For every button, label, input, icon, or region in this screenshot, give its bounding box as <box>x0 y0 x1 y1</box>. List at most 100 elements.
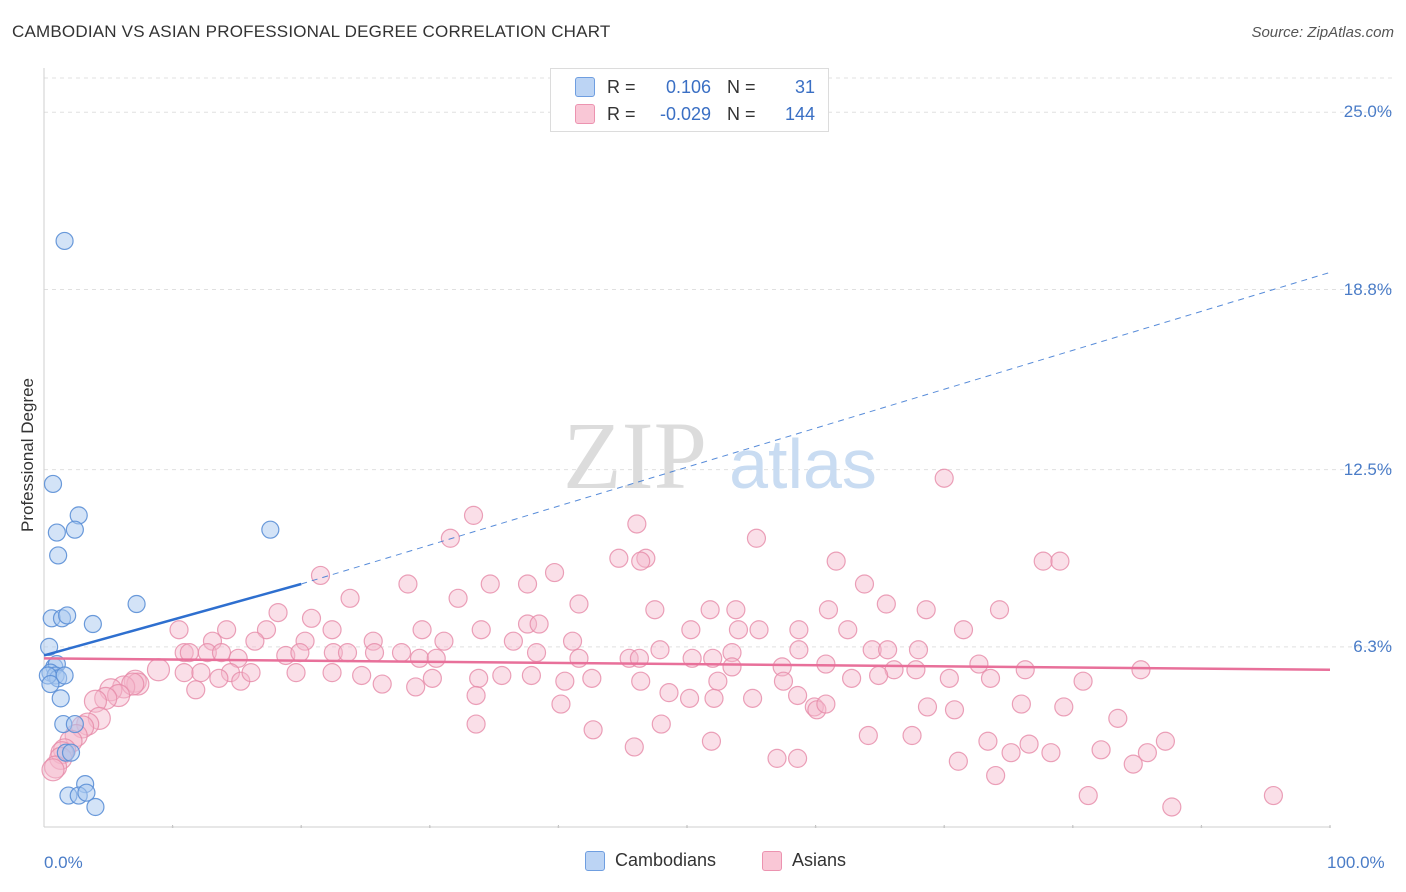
asian-point <box>908 640 929 660</box>
watermark-zip: ZIP <box>563 402 707 509</box>
asian-point <box>624 737 644 757</box>
cambodian-point <box>127 594 146 614</box>
asian-point <box>412 620 432 640</box>
asian-point <box>469 668 489 688</box>
legend-n-value: 31 <box>794 76 815 97</box>
watermark-atlas: atlas <box>729 425 877 503</box>
asian-point <box>742 688 763 708</box>
asian-point <box>902 725 922 746</box>
asian-point <box>529 614 549 634</box>
legend-swatch-blue <box>575 77 595 97</box>
asian-point <box>906 660 926 680</box>
asian-point <box>989 600 1010 620</box>
asian-point <box>1162 797 1182 817</box>
asian-point <box>551 694 571 714</box>
legend-swatch-pink <box>575 104 595 124</box>
asian-point <box>422 668 442 688</box>
asian-point <box>700 600 720 620</box>
cambodian-point <box>61 743 81 762</box>
asian-point <box>746 528 767 548</box>
asian-point <box>651 714 671 734</box>
cambodians-trend-line <box>43 582 302 657</box>
watermark: ZIP atlas <box>563 402 877 509</box>
asian-point <box>174 643 194 663</box>
legend-r-label: R = <box>607 76 636 97</box>
asian-point <box>241 663 261 683</box>
asian-point <box>659 683 679 703</box>
asian-point <box>636 548 656 568</box>
asian-point <box>340 588 360 608</box>
asian-point <box>609 548 629 568</box>
asian-point <box>466 685 486 706</box>
asian-point <box>583 720 603 740</box>
legend-row-asians: R = -0.029 N = 144 <box>575 102 815 126</box>
asian-point <box>1091 740 1111 760</box>
asian-point <box>722 643 742 663</box>
asian-point <box>703 648 723 668</box>
cambodian-point <box>83 614 102 634</box>
asian-point <box>471 620 491 640</box>
asian-point <box>939 668 959 688</box>
asian-point <box>772 657 792 677</box>
cambodian-point <box>65 520 84 539</box>
asian-point <box>749 620 769 640</box>
x-tick-max: 100.0% <box>1327 853 1385 872</box>
cambodian-point <box>65 714 84 734</box>
asian-point <box>787 748 808 768</box>
cambodian-point <box>55 666 74 685</box>
asian-point <box>1033 551 1053 571</box>
asian-point <box>322 663 342 683</box>
asian-point <box>767 748 787 768</box>
asian-point <box>631 551 651 571</box>
asian-point <box>944 700 965 720</box>
asian-point <box>1054 697 1074 717</box>
asian-point <box>211 643 232 663</box>
asian-point <box>1001 743 1021 763</box>
asian-point <box>463 505 484 525</box>
asian-point <box>631 671 651 691</box>
asian-point <box>337 643 358 663</box>
cambodian-point <box>49 546 68 565</box>
asian-point <box>1050 551 1070 571</box>
chart-title: CAMBODIAN VS ASIAN PROFESSIONAL DEGREE C… <box>12 22 611 41</box>
asian-point <box>1011 694 1031 714</box>
asian-point <box>434 631 454 651</box>
asian-point <box>562 631 583 651</box>
bottom-legend-cambodians: Cambodians <box>585 850 716 871</box>
asian-point <box>492 665 512 686</box>
cambodian-point <box>86 797 105 817</box>
asian-point <box>209 668 229 688</box>
asian-point <box>934 468 954 488</box>
asian-point <box>645 600 665 620</box>
asian-point <box>789 640 809 660</box>
asian-point <box>43 755 68 779</box>
asian-point <box>953 620 974 640</box>
trend-lines <box>43 271 1331 672</box>
y-tick-label: 25.0% <box>1343 102 1392 122</box>
bottom-legend-label: Asians <box>792 850 847 870</box>
asian-point <box>406 677 426 697</box>
asian-point <box>1155 731 1175 751</box>
asian-point <box>503 631 523 651</box>
x-tick-min: 0.0% <box>44 853 83 872</box>
asian-point <box>916 600 936 620</box>
asian-point <box>1078 785 1098 806</box>
asian-point <box>391 643 412 663</box>
asian-point <box>969 654 989 674</box>
gridlines <box>44 77 1394 648</box>
cambodian-point <box>51 689 70 708</box>
legend-r-value: -0.029 <box>659 103 711 124</box>
asian-point <box>650 640 670 660</box>
asian-point <box>517 574 538 594</box>
asian-point <box>440 528 460 548</box>
asian-point <box>681 620 701 640</box>
asian-point <box>627 514 647 534</box>
axes <box>43 68 1331 828</box>
asian-point <box>466 714 486 734</box>
asian-point <box>838 620 858 640</box>
legend-r-label: R = <box>607 103 636 124</box>
bottom-swatch-pink <box>762 850 782 871</box>
bottom-legend-asians: Asians <box>762 850 846 871</box>
asian-point <box>862 640 882 660</box>
asian-point <box>352 665 372 686</box>
